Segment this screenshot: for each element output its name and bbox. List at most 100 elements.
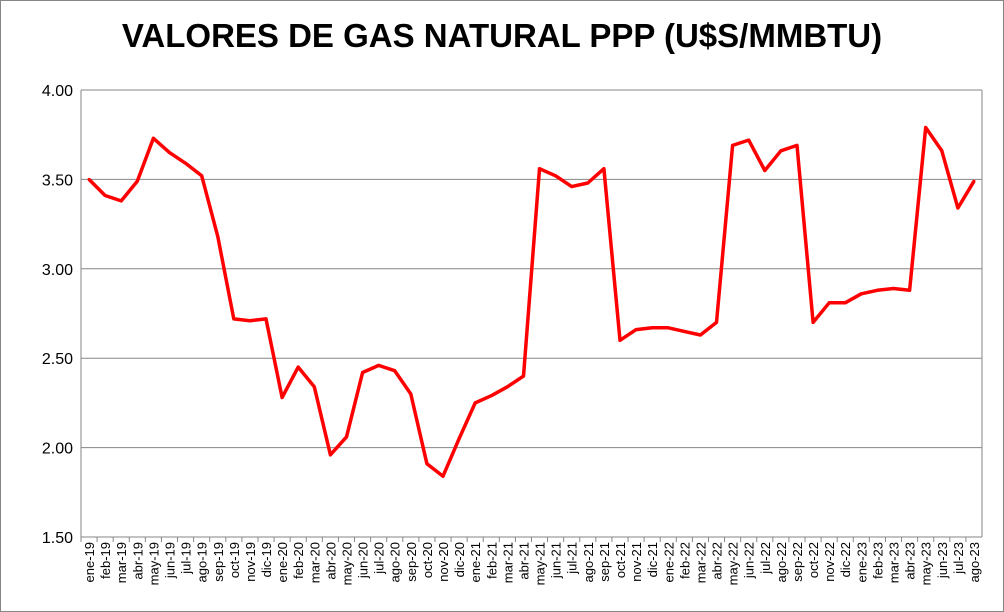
x-tick-label: jun-21 [549,542,564,579]
data-point [280,396,284,400]
data-point [441,474,445,478]
x-tick-label: mar-23 [887,542,902,583]
x-tick-label: abr-21 [516,542,531,580]
x-tick-label: oct-20 [420,542,435,578]
x-tick-label: feb-23 [870,542,885,579]
data-point [650,326,654,330]
data-point [924,126,928,130]
x-tick-label: abr-19 [130,542,145,580]
x-tick-label: mar-20 [307,542,322,583]
data-point [586,181,590,185]
x-tick-label: oct-21 [613,542,628,578]
data-point [232,317,236,321]
x-tick-label: nov-19 [243,542,258,582]
x-tick-label: dic-21 [645,542,660,577]
data-point [972,179,976,183]
x-tick-label: ene-20 [275,542,290,582]
x-tick-label: ene-22 [661,542,676,582]
data-point [151,136,155,140]
x-tick-label: nov-22 [822,542,837,582]
x-tick-label: nov-20 [436,542,451,582]
x-tick-label: jul-22 [758,542,773,575]
x-tick-label: jul-20 [372,542,387,575]
data-point [328,453,332,457]
y-tick-label: 1.50 [42,530,73,547]
y-tick-label: 2.00 [42,441,73,458]
series-line [87,125,976,478]
x-tick-label: feb-19 [98,542,113,579]
data-point [409,392,413,396]
data-point [167,151,171,155]
data-point [859,292,863,296]
data-point [425,462,429,466]
x-tick-label: oct-19 [227,542,242,578]
x-tick-label: mar-21 [500,542,515,583]
data-point [634,328,638,332]
x-tick-label: jun-20 [356,542,371,579]
data-point [264,317,268,321]
data-point [489,394,493,398]
data-point [892,286,896,290]
data-point [602,167,606,171]
data-point [682,329,686,333]
x-tick-label: abr-22 [710,542,725,580]
x-tick-label: mar-22 [693,542,708,583]
data-point [473,401,477,405]
x-tick-label: dic-22 [838,542,853,577]
x-tick-label: jun-22 [742,542,757,579]
data-point [843,301,847,305]
x-tick-label: may-23 [919,542,934,585]
data-point [715,320,719,324]
data-point [698,333,702,337]
x-tick-label: may-19 [146,542,161,585]
x-tick-label: jun-19 [162,542,177,579]
data-point [747,138,751,142]
y-tick-label: 3.50 [42,172,73,189]
data-point [393,369,397,373]
x-tick-label: ene-23 [854,542,869,582]
data-point [344,435,348,439]
data-point [908,288,912,292]
x-tick-label: sep-22 [790,542,805,582]
x-tick-label: feb-22 [677,542,692,579]
data-point [731,143,735,147]
data-point [795,143,799,147]
data-point [377,363,381,367]
chart-title: VALORES DE GAS NATURAL PPP (U$S/MMBTU) [121,17,883,54]
x-tick-label: sep-19 [211,542,226,582]
x-tick-label: ago-23 [967,542,982,582]
data-point [312,385,316,389]
data-point [570,185,574,189]
data-point [554,174,558,178]
x-tick-label: oct-22 [806,542,821,578]
x-tick-label: sep-20 [404,542,419,582]
data-point [811,320,815,324]
data-point [521,374,525,378]
data-point [119,199,123,203]
x-tick-label: may-21 [533,542,548,585]
data-point [618,338,622,342]
x-tick-label: may-20 [339,542,354,585]
y-tick-label: 3.00 [42,262,73,279]
x-tick-label: sep-21 [597,542,612,582]
x-tick-label: ago-19 [195,542,210,582]
x-tick-label: dic-19 [259,542,274,577]
x-tick-label: ene-19 [82,542,97,582]
y-tick-label: 4.00 [42,83,73,100]
data-point [361,371,365,375]
data-point [184,161,188,165]
x-tick-label: abr-20 [323,542,338,580]
data-point [135,179,139,183]
data-point [200,174,204,178]
data-point [779,149,783,153]
y-tick-label: 2.50 [42,351,73,368]
data-point [216,235,220,239]
x-tick-label: ago-20 [388,542,403,582]
x-tick-label: ago-21 [581,542,596,582]
data-point [505,385,509,389]
data-point [248,319,252,323]
data-point [875,288,879,292]
x-tick-label: jun-23 [935,542,950,579]
data-point [956,206,960,210]
x-tick-label: ene-21 [468,542,483,582]
